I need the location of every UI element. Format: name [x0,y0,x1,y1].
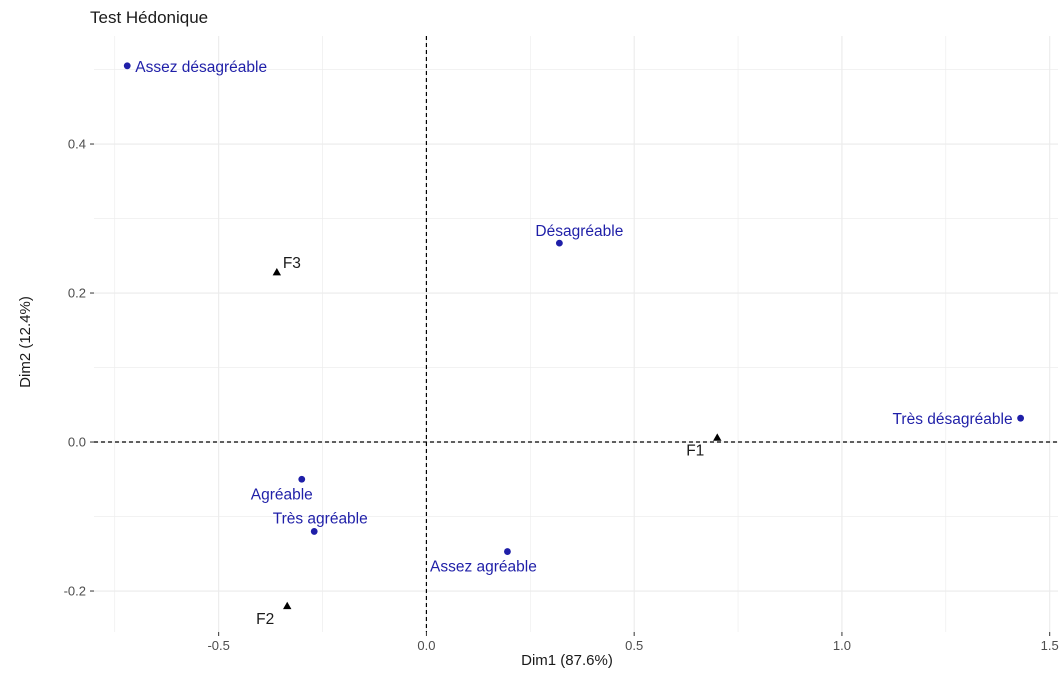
label-f1: F1 [686,443,704,460]
axis-layer: -0.5 0.0 0.5 1.0 1.5 -0.2 0.0 0.2 0.4 [64,137,1059,653]
y-tick-label: 0.0 [68,435,86,450]
label-desagreable: Désagréable [535,223,623,240]
point-f3 [272,267,282,276]
label-assez-agreable: Assez agréable [430,559,537,576]
label-f3: F3 [283,255,301,272]
point-assez-desagreable [123,62,131,70]
x-axis-title: Dim1 (87.6%) [521,652,613,669]
y-axis-title: Dim2 (12.4%) [17,296,34,388]
reference-lines [94,36,1058,632]
y-tick-label: -0.2 [64,584,86,599]
point-f2 [283,601,292,610]
label-tres-desagreable: Très désagréable [893,411,1013,428]
chart-title: Test Hédonique [90,8,209,27]
label-f2: F2 [256,611,274,628]
label-agreable: Agréable [251,486,313,503]
point-tres-agreable [310,528,318,535]
x-tick-label: 1.0 [833,638,851,653]
point-tres-desagreable [1017,414,1025,422]
x-tick-label: 0.0 [417,638,435,653]
point-f1 [713,433,722,441]
x-tick-label: 1.5 [1041,638,1059,653]
x-tick-label: -0.5 [207,638,229,653]
grid-layer [94,36,1058,632]
x-tick-label: 0.5 [625,638,643,653]
point-agreable [298,475,306,483]
y-tick-label: 0.4 [68,137,86,152]
point-desagreable [555,239,563,247]
y-tick-label: 0.2 [68,286,86,301]
mark-layer: Assez désagréable Désagréable Très désagré… [123,59,1025,628]
label-assez-desagreable: Assez désagréable [135,59,267,76]
label-tres-agreable: Très agréable [273,510,368,527]
point-assez-agreable [504,548,511,555]
